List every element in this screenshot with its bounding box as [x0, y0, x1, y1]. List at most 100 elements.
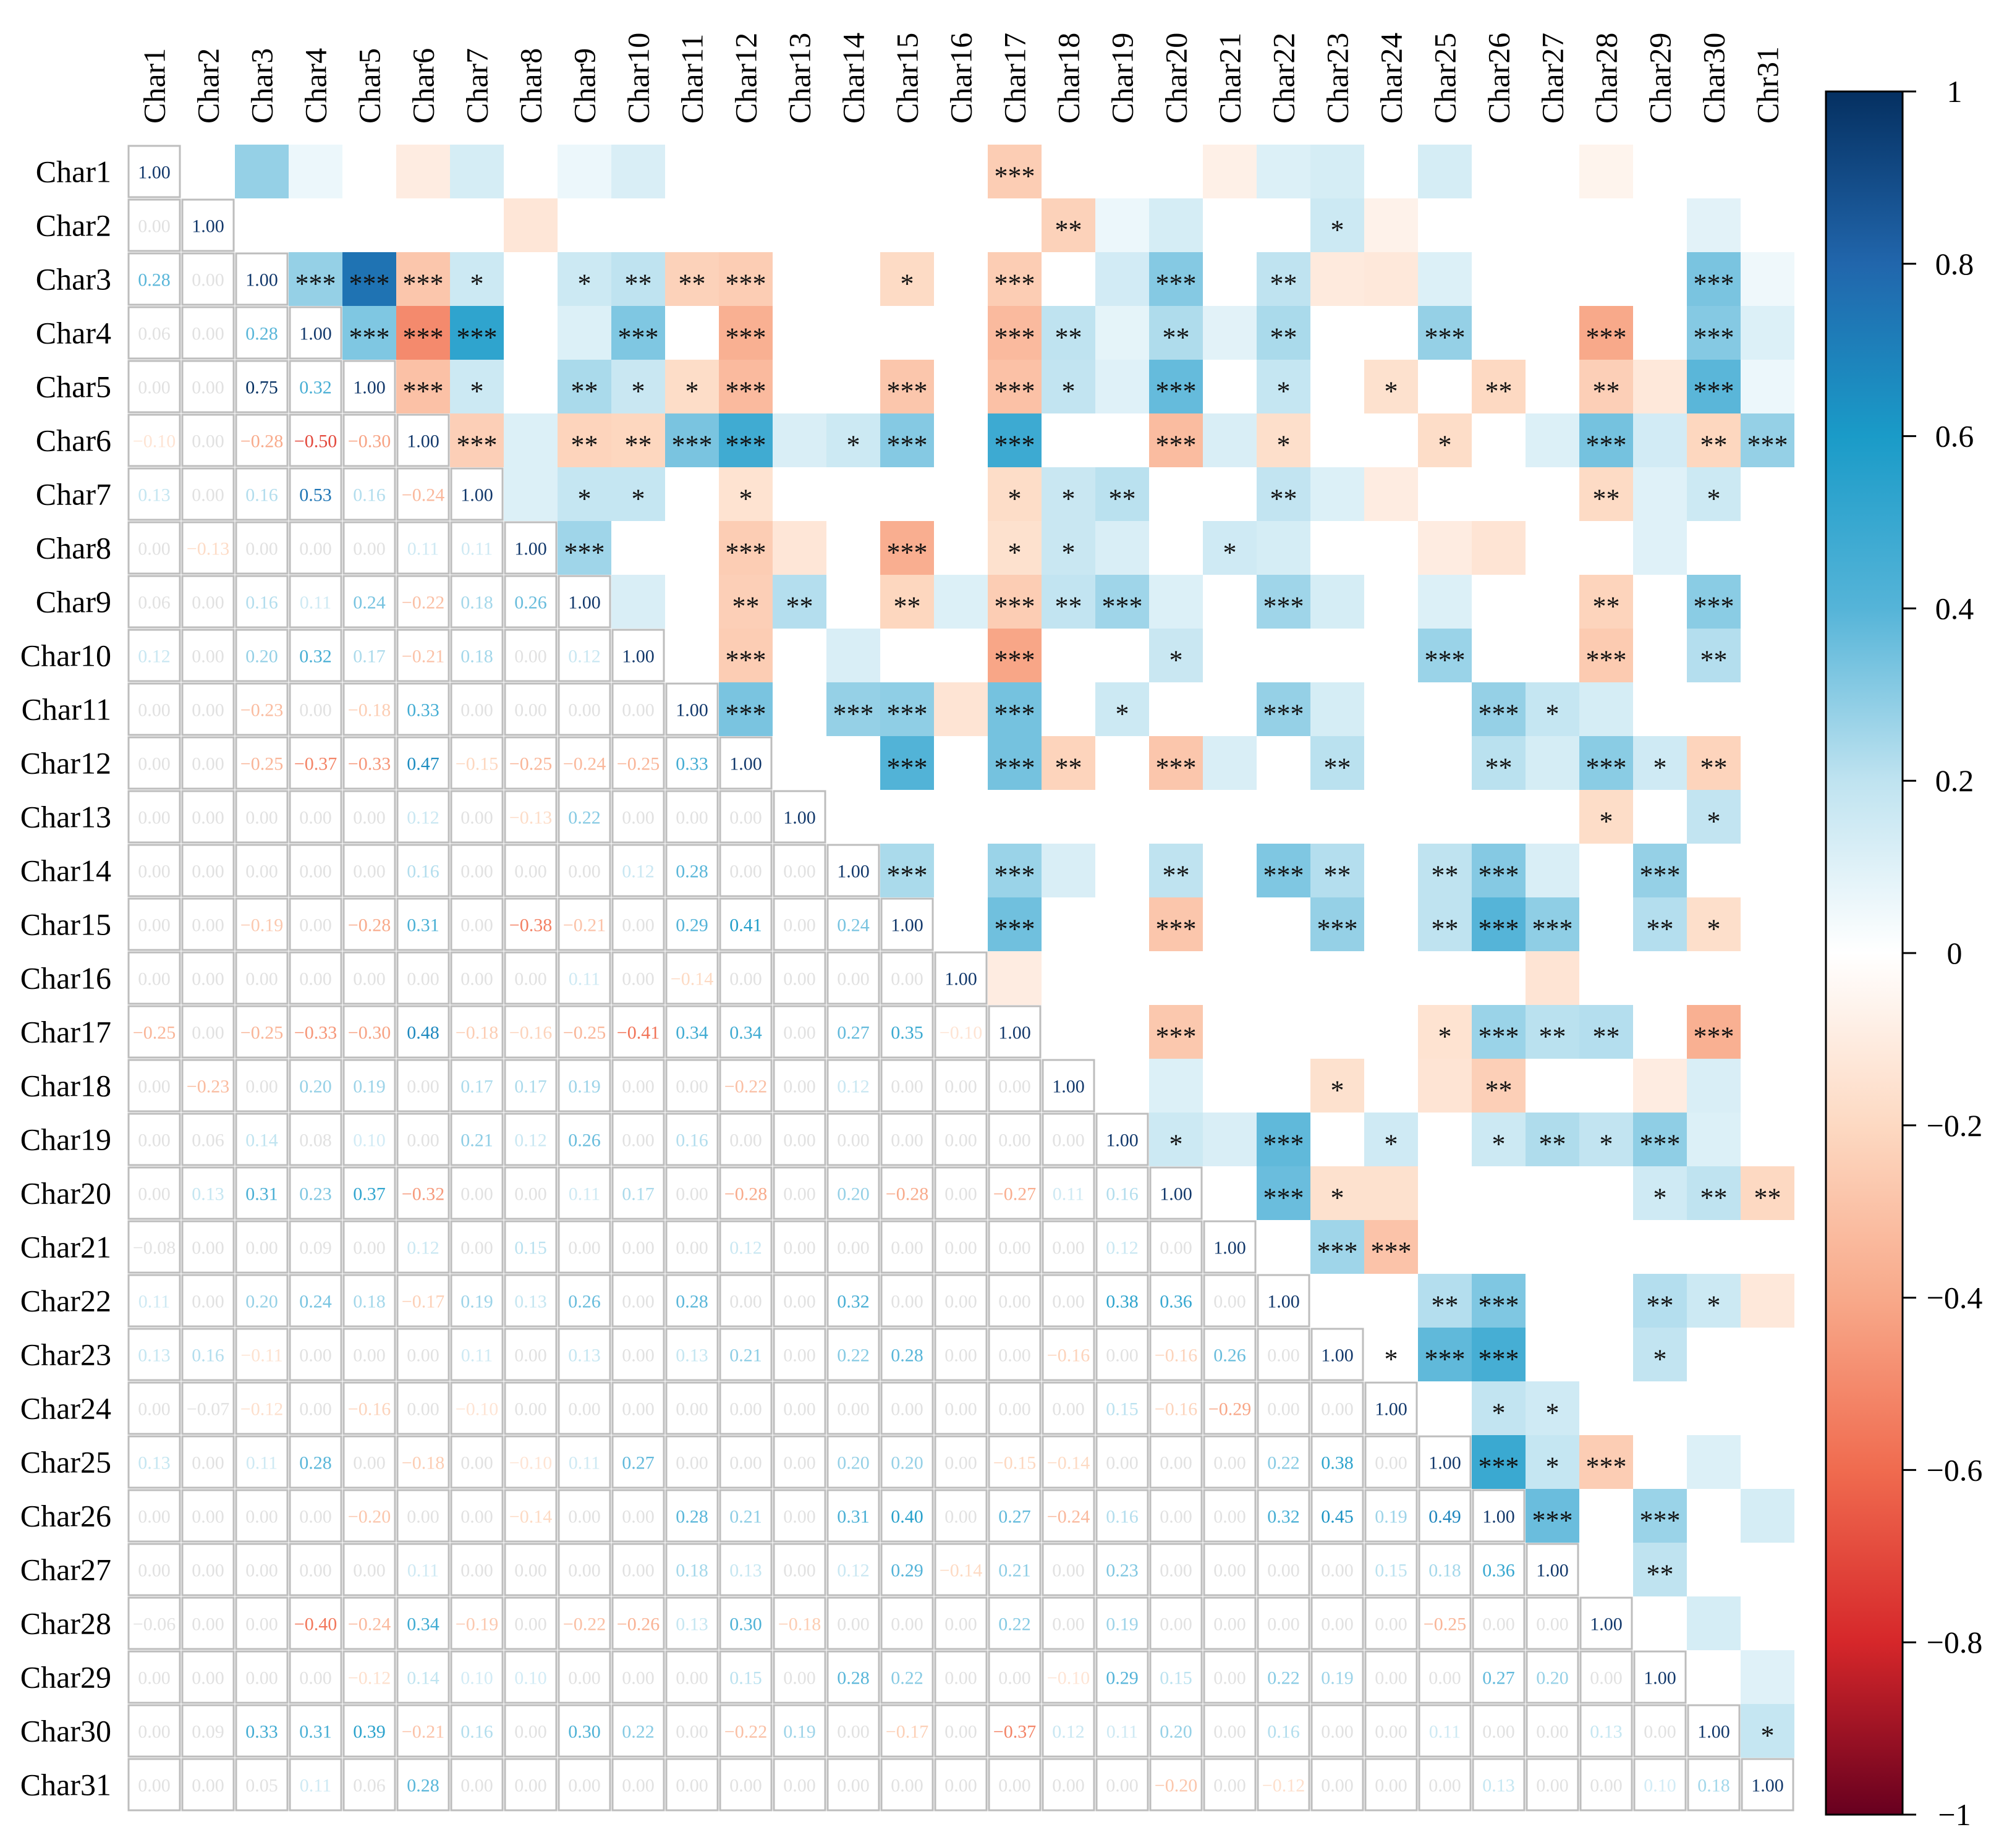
column-label: Char24 [1374, 33, 1409, 124]
coefficient-cell [988, 1704, 1042, 1758]
significance-label: *** [1532, 1506, 1573, 1536]
row-label: Char7 [36, 477, 111, 512]
heatmap-cell [1257, 521, 1310, 575]
diagonal-value: 1.00 [1697, 1722, 1730, 1742]
coefficient-value: 0.00 [192, 1023, 224, 1043]
heatmap-cell [719, 252, 773, 306]
heatmap-cell [1310, 1220, 1364, 1274]
significance-label: * [1707, 484, 1721, 514]
coefficient-cell [611, 1650, 665, 1704]
heatmap-cell [665, 360, 719, 413]
heatmap-cell [1095, 306, 1149, 360]
coefficient-cell [558, 1650, 611, 1704]
coefficient-cell [289, 1435, 342, 1489]
coefficient-value: 0.00 [783, 1184, 816, 1205]
colorbar-tick-label: −0.2 [1927, 1108, 1983, 1143]
coefficient-cell [450, 629, 504, 682]
heatmap-cell [880, 682, 934, 736]
coefficient-cell [235, 951, 289, 1005]
coefficient-cell [235, 467, 289, 521]
coefficient-cell [504, 1059, 558, 1113]
heatmap-cell [1526, 682, 1579, 736]
coefficient-cell [396, 1059, 450, 1113]
heatmap-cell [880, 252, 934, 306]
heatmap-cell [1687, 145, 1741, 198]
coefficient-cell [1149, 1274, 1203, 1328]
heatmap-cell [880, 360, 934, 413]
coefficient-cell [289, 1650, 342, 1704]
colorbar-tick-label: −1 [1938, 1797, 1971, 1832]
diagonal-value: 1.00 [1213, 1238, 1246, 1258]
heatmap-cell [1364, 736, 1418, 790]
coefficient-cell [342, 682, 396, 736]
diagonal-cell [1149, 1166, 1203, 1220]
coefficient-value: 0.00 [1160, 1507, 1192, 1527]
coefficient-cell [181, 897, 235, 951]
column-label: Char20 [1159, 33, 1194, 124]
coefficient-value: −0.14 [1047, 1453, 1090, 1473]
heatmap-cell [1579, 145, 1633, 198]
heatmap-cell [289, 198, 342, 252]
diagonal-cell [1257, 1274, 1310, 1328]
heatmap-cell [1633, 629, 1687, 682]
coefficient-value: 0.00 [245, 1507, 278, 1527]
axis-labels: Char1Char2Char3Char4Char5Char6Char7Char8… [20, 33, 1785, 1802]
coefficient-cell [988, 1650, 1042, 1704]
heatmap-cell [826, 521, 880, 575]
coefficient-value: 0.00 [622, 1399, 655, 1420]
coefficient-cell [289, 1220, 342, 1274]
coefficient-value: 0.00 [729, 808, 762, 828]
coefficient-value: 0.00 [192, 431, 224, 452]
heatmap-cell [665, 413, 719, 467]
coefficient-cell [396, 1005, 450, 1059]
coefficient-cell [127, 1596, 181, 1650]
heatmap-cell [1149, 198, 1203, 252]
coefficient-cell [719, 844, 773, 897]
heatmap-cell [1310, 252, 1364, 306]
coefficient-value: 0.00 [299, 1668, 332, 1689]
diagonal-value: 1.00 [138, 163, 171, 183]
significance-label: * [1277, 376, 1291, 407]
heatmap-cell [1579, 1166, 1633, 1220]
coefficient-value: 0.00 [1428, 1668, 1461, 1689]
coefficient-value: 0.00 [622, 1346, 655, 1366]
heatmap-cell [773, 575, 826, 629]
coefficient-value: 0.00 [891, 1238, 923, 1258]
coefficient-value: 0.00 [192, 270, 224, 290]
coefficient-value: −0.20 [348, 1507, 391, 1527]
coefficient-cell [127, 575, 181, 629]
coefficient-value: 0.00 [514, 1561, 547, 1581]
coefficient-cell [665, 951, 719, 1005]
heatmap-cell [880, 521, 934, 575]
coefficient-value: 0.41 [729, 915, 762, 936]
coefficient-value: 0.00 [1482, 1614, 1515, 1635]
coefficient-value: 0.28 [676, 862, 708, 882]
coefficient-value: 0.00 [138, 808, 171, 828]
coefficient-value: 0.00 [138, 1077, 171, 1097]
heatmap-cell [1687, 629, 1741, 682]
coefficient-cell [558, 629, 611, 682]
coefficient-cell [988, 1758, 1042, 1812]
coefficient-cell [1095, 1596, 1149, 1650]
coefficient-value: −0.25 [1424, 1614, 1466, 1635]
heatmap-cell [934, 467, 988, 521]
heatmap-cell [342, 306, 396, 360]
coefficient-cell [611, 1220, 665, 1274]
coefficient-cell [235, 1166, 289, 1220]
coefficient-cell [719, 1758, 773, 1812]
heatmap-cell [1257, 252, 1310, 306]
coefficient-cell [342, 897, 396, 951]
heatmap-cell [988, 575, 1042, 629]
column-label: Char27 [1535, 33, 1570, 124]
coefficient-cell [289, 1005, 342, 1059]
coefficient-value: 0.19 [568, 1077, 601, 1097]
coefficient-value: −0.25 [240, 754, 283, 774]
coefficient-value: 0.00 [676, 1077, 708, 1097]
coefficient-value: 0.00 [729, 1130, 762, 1151]
heatmap-cell [1472, 252, 1526, 306]
significance-label: * [1223, 538, 1237, 568]
coefficient-cell [665, 1596, 719, 1650]
significance-label: *** [833, 699, 874, 729]
heatmap-cell [1149, 1113, 1203, 1166]
heatmap-cell [450, 360, 504, 413]
